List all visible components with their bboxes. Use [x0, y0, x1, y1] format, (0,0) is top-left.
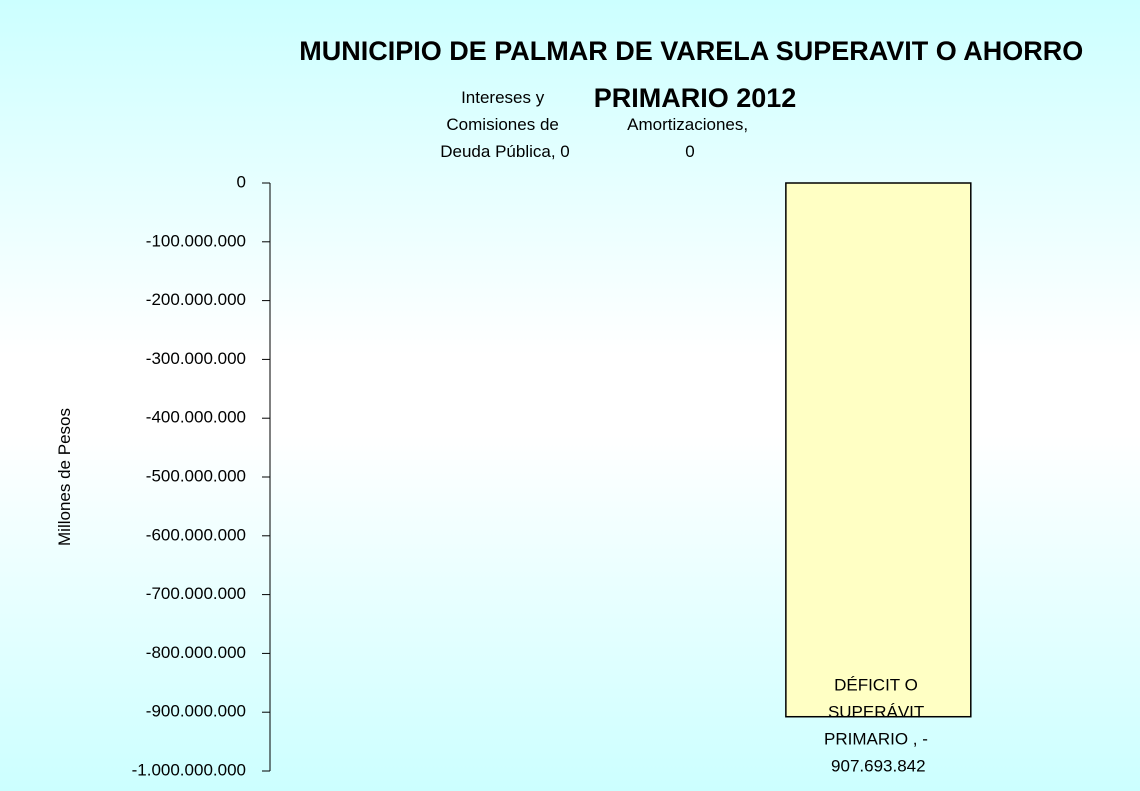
y-tick-label: -800.000.000 [146, 643, 246, 662]
y-tick-label: -1.000.000.000 [132, 760, 246, 779]
data-label: Intereses y Comisiones de Deuda Pública,… [440, 88, 569, 161]
y-tick-label: -900.000.000 [146, 702, 246, 721]
y-tick-label: -700.000.000 [146, 584, 246, 603]
data-label: DÉFICIT O SUPERÁVIT PRIMARIO , - 907.693… [824, 676, 933, 776]
y-tick-label: 0 [237, 172, 246, 191]
y-tick-label: -500.000.000 [146, 466, 246, 485]
y-tick-label: -600.000.000 [146, 525, 246, 544]
y-tick-label: -200.000.000 [146, 290, 246, 309]
y-tick-label: -100.000.000 [146, 231, 246, 250]
y-tick-label: -300.000.000 [146, 349, 246, 368]
data-label: Amortizaciones, 0 [627, 115, 753, 161]
chart-title: MUNICIPIO DE PALMAR DE VARELA SUPERAVIT … [299, 36, 1091, 113]
y-tick-label: -400.000.000 [146, 408, 246, 427]
y-axis-label: Millones de Pesos [55, 408, 74, 546]
bar [785, 182, 972, 718]
